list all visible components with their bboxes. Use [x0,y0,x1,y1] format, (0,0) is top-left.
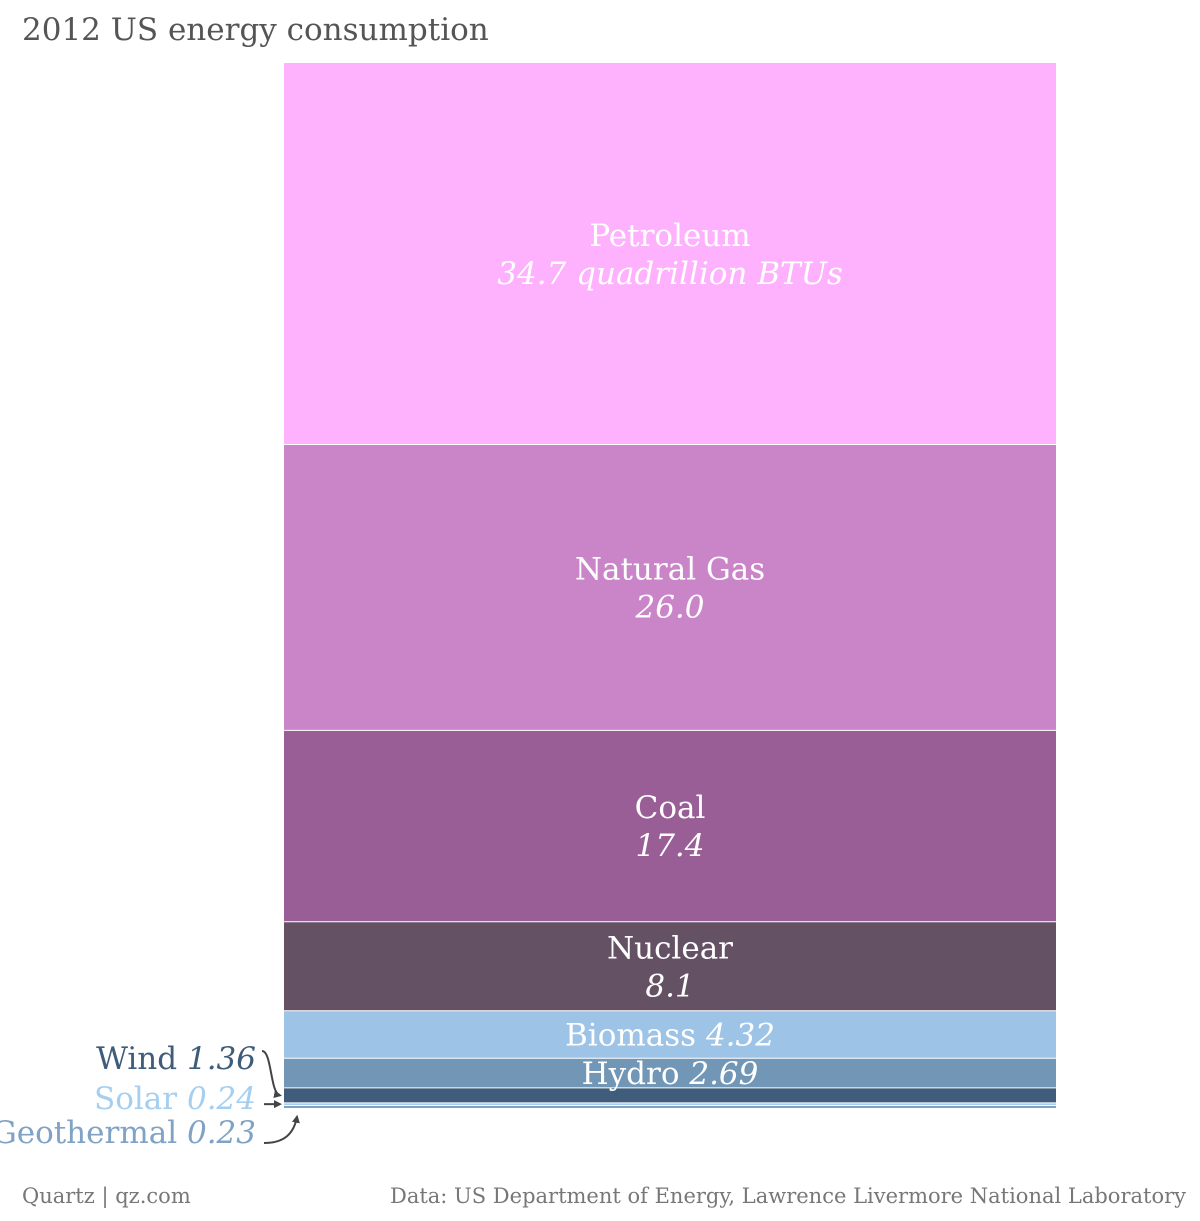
segment-value-natural-gas: 26.0 [634,589,704,625]
segment-label-coal: Coal [635,790,706,826]
segment-label-natural-gas: Natural Gas [575,551,765,587]
callout-label-geothermal: Geothermal 0.23 [0,1115,256,1151]
footer-credit: Quartz | qz.com [22,1184,191,1208]
chart-title: 2012 US energy consumption [22,12,489,48]
bar-segment-solar [284,1102,1056,1106]
callout-label-solar: Solar 0.24 [94,1081,256,1117]
bar-segment-coal [284,730,1056,922]
segment-value-hydro: 2.69 [688,1056,758,1092]
bar-segment-wind [284,1087,1056,1103]
bar-segment-nuclear [284,921,1056,1011]
callout-value-wind: 1.36 [187,1041,256,1077]
segment-value-biomass: 4.32 [705,1018,775,1054]
bar-segment-geothermal [284,1105,1056,1108]
footer-source: Data: US Department of Energy, Lawrence … [389,1184,1186,1208]
segment-label-nuclear: Nuclear [607,930,733,966]
callout-value-geothermal: 0.23 [187,1115,256,1151]
bar-segment-natural-gas [284,444,1056,731]
segment-label-hydro: Hydro 2.69 [582,1056,759,1092]
callout-arrow-wind [261,1050,282,1099]
segment-label-biomass: Biomass 4.32 [565,1018,775,1054]
bar-segment-biomass [284,1010,1056,1059]
callout-arrow-geothermal [263,1114,300,1144]
callout-value-solar: 0.24 [187,1081,256,1117]
bar-segment-hydro [284,1058,1056,1088]
bar-segment-petroleum [284,63,1056,445]
segment-value-petroleum: 34.7 quadrillion BTUs [497,256,842,292]
segment-value-nuclear: 8.1 [645,968,694,1004]
segment-value-coal: 17.4 [635,828,704,864]
segment-label-petroleum: Petroleum [589,218,750,254]
callout-label-wind: Wind 1.36 [96,1041,256,1077]
